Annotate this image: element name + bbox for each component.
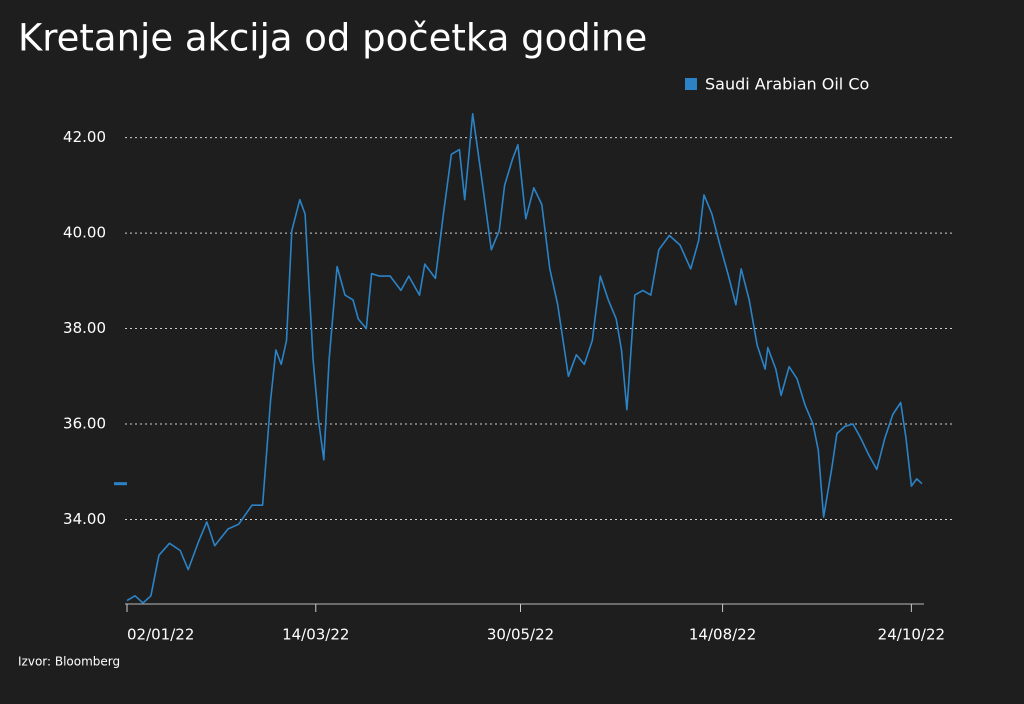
- x-tick-label: 14/03/22: [282, 626, 349, 644]
- y-tick-label: 42.00: [63, 128, 106, 146]
- y-tick-label: 38.00: [63, 319, 106, 337]
- x-tick-label: 24/10/22: [878, 626, 945, 644]
- y-tick-label: 40.00: [63, 224, 106, 242]
- x-tick-label: 14/08/22: [689, 626, 756, 644]
- y-tick-label: 34.00: [63, 510, 106, 528]
- y-tick-label: 36.00: [63, 415, 106, 433]
- x-tick-label: 30/05/22: [487, 626, 554, 644]
- legend-label: Saudi Arabian Oil Co: [705, 75, 869, 94]
- legend-swatch: [685, 78, 697, 90]
- x-tick-label: 02/01/22: [127, 626, 194, 644]
- source: Izvor: Bloomberg: [18, 655, 120, 669]
- last-value-marker: [114, 482, 127, 486]
- chart-title: Kretanje akcija od početka godine: [18, 17, 647, 60]
- series-line: [126, 113, 923, 604]
